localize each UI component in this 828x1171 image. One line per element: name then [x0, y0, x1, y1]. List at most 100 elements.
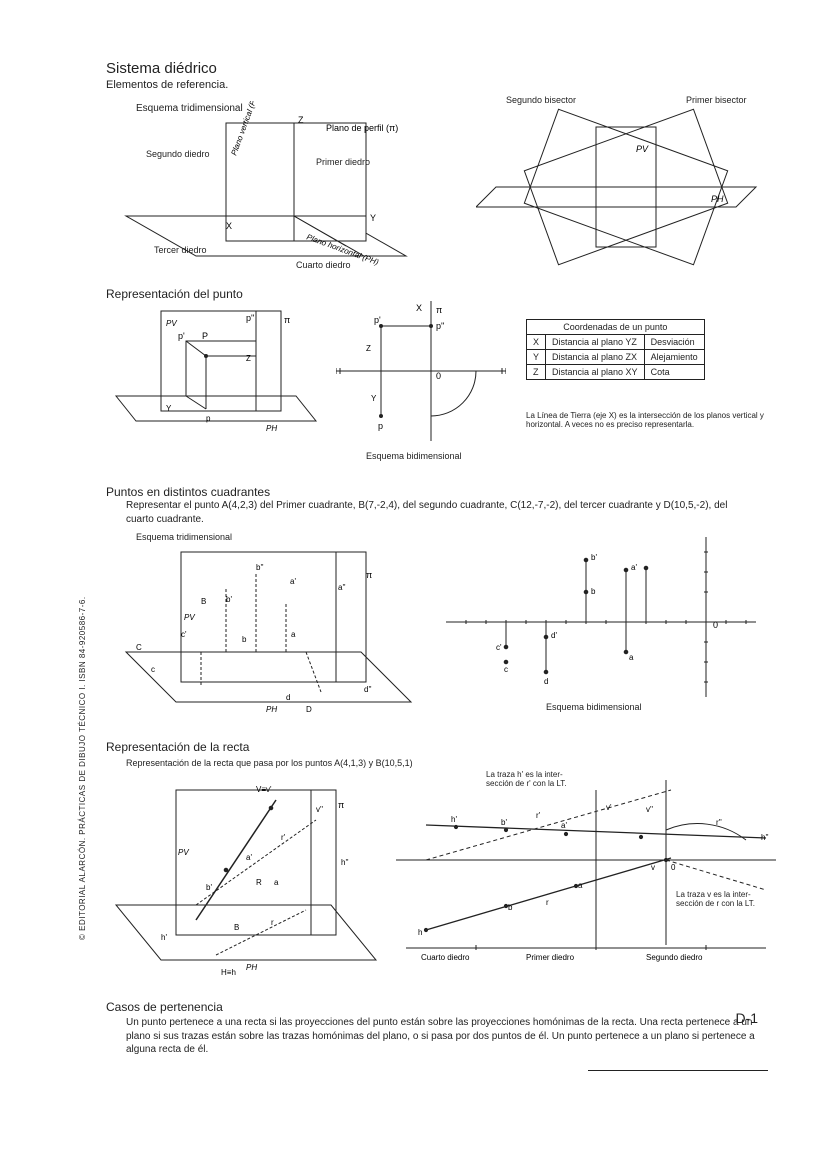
svg-text:h: h [418, 928, 422, 937]
svg-text:d': d' [551, 631, 557, 640]
svg-text:v': v' [606, 803, 612, 812]
svg-text:b: b [242, 635, 247, 644]
svg-text:Cuarto diedro: Cuarto diedro [421, 953, 470, 962]
svg-text:X: X [226, 221, 232, 231]
svg-text:r: r [546, 898, 549, 907]
svg-text:π: π [338, 800, 344, 810]
label: Primer bisector [686, 95, 747, 105]
fig5-caption: Esquema tridimensional [136, 532, 232, 542]
svg-text:π: π [366, 570, 372, 580]
label: Segundo diedro [146, 149, 210, 159]
fig4-note: La Línea de Tierra (eje X) es la interse… [526, 411, 766, 429]
svg-text:a: a [274, 878, 279, 887]
svg-text:X: X [416, 303, 422, 313]
svg-text:v'': v'' [316, 805, 324, 814]
fig6-diagram: 0 a' a b' b c' c d' d [446, 532, 756, 702]
svg-text:b': b' [226, 595, 232, 604]
fig3-diagram: PV PH π p'' P p' Y Z p [106, 301, 326, 451]
svg-text:p': p' [178, 331, 185, 341]
section-heading: Representación del punto [106, 287, 776, 301]
svg-text:B: B [201, 597, 206, 606]
copyright: © EDITORIAL ALARCÓN. PRÁCTICAS DE DIBUJO… [78, 596, 87, 940]
fig8-note1: La traza h' es la inter- sección de r' c… [486, 770, 606, 788]
fig8-note2: La traza v es la inter- sección de r con… [676, 890, 786, 908]
svg-text:p'': p'' [246, 313, 255, 323]
svg-text:h'': h'' [761, 833, 769, 842]
svg-text:0: 0 [436, 371, 441, 381]
page-code: D-1 [735, 1010, 758, 1026]
svg-text:H≡h: H≡h [221, 968, 236, 977]
page-subtitle: Elementos de referencia. [106, 79, 776, 91]
svg-text:a: a [629, 653, 634, 662]
svg-text:PV: PV [184, 613, 195, 622]
svg-text:PV: PV [166, 319, 177, 328]
svg-text:a': a' [631, 563, 637, 572]
section-heading: Representación de la recta [106, 740, 776, 754]
svg-text:B: B [234, 923, 239, 932]
svg-text:r'': r'' [716, 818, 722, 827]
fig4-diagram: X π p' p'' 0 p Y Z [336, 301, 506, 451]
body-text: Representar el punto A(4,2,3) del Primer… [126, 499, 746, 526]
svg-text:b': b' [501, 818, 507, 827]
svg-text:r': r' [536, 811, 541, 820]
svg-text:c: c [504, 665, 508, 674]
fig6-caption: Esquema bidimensional [546, 702, 642, 712]
svg-text:Y: Y [371, 394, 377, 403]
svg-text:r': r' [281, 833, 286, 842]
svg-text:p: p [206, 414, 211, 423]
svg-text:h': h' [451, 815, 457, 824]
svg-text:d: d [286, 693, 290, 702]
svg-text:a: a [578, 881, 583, 890]
svg-text:p'': p'' [436, 321, 445, 331]
svg-text:PH: PH [266, 705, 277, 714]
svg-text:C: C [136, 643, 142, 652]
svg-text:PH: PH [266, 424, 277, 433]
body-text: Representación de la recta que pasa por … [126, 758, 776, 768]
svg-text:D: D [306, 705, 312, 714]
svg-text:h': h' [161, 933, 167, 942]
svg-text:c': c' [181, 630, 187, 639]
label: Cuarto diedro [296, 260, 351, 270]
fig5-diagram: PV PH π b'' a' a'' b' B c' C b a d'' d D… [106, 542, 416, 722]
svg-text:a': a' [246, 853, 252, 862]
svg-text:0: 0 [713, 620, 718, 630]
divider [588, 1070, 768, 1071]
fig2-diagram: PV PH [476, 107, 776, 267]
svg-text:π: π [284, 315, 290, 325]
svg-text:Primer diedro: Primer diedro [526, 953, 575, 962]
svg-text:Y: Y [370, 213, 376, 223]
section-heading: Casos de pertenencia [106, 1000, 776, 1014]
svg-text:PV: PV [636, 144, 649, 154]
svg-text:a': a' [290, 577, 296, 586]
label: Primer diedro [316, 157, 370, 167]
svg-text:PH: PH [246, 963, 257, 972]
label: Tercer diedro [154, 245, 207, 255]
svg-text:d'': d'' [364, 685, 372, 694]
svg-text:c: c [151, 665, 155, 674]
page-title: Sistema diédrico [106, 60, 776, 77]
svg-text:PH: PH [711, 194, 724, 204]
svg-text:a'': a'' [338, 583, 346, 592]
svg-text:a': a' [561, 821, 567, 830]
svg-text:R: R [256, 878, 262, 887]
svg-text:PV: PV [178, 848, 189, 857]
svg-text:Z: Z [366, 344, 371, 353]
fig4-caption: Esquema bidimensional [366, 451, 462, 461]
fig7-diagram: PV PH π V≡v' v'' r' h'' b' R a a' r B h'… [106, 770, 386, 980]
svg-text:h'': h'' [341, 858, 349, 867]
svg-text:b'': b'' [256, 563, 264, 572]
svg-text:v'': v'' [646, 805, 654, 814]
svg-text:π: π [436, 305, 442, 315]
fig8-diagram: h' b' a' r' v' v'' r'' h'' 0 v a b r h C… [396, 770, 776, 980]
svg-text:p: p [378, 421, 383, 431]
svg-text:a: a [291, 630, 296, 639]
svg-text:Plano de perfil (π): Plano de perfil (π) [326, 123, 398, 133]
svg-text:Z: Z [298, 115, 304, 125]
svg-text:b': b' [591, 553, 597, 562]
svg-text:0: 0 [671, 863, 676, 872]
section-heading: Puntos en distintos cuadrantes [106, 485, 776, 499]
svg-text:b: b [591, 587, 596, 596]
svg-text:v: v [651, 863, 655, 872]
svg-text:Y: Y [166, 404, 172, 413]
body-text: Un punto pertenece a una recta si las pr… [126, 1016, 756, 1057]
